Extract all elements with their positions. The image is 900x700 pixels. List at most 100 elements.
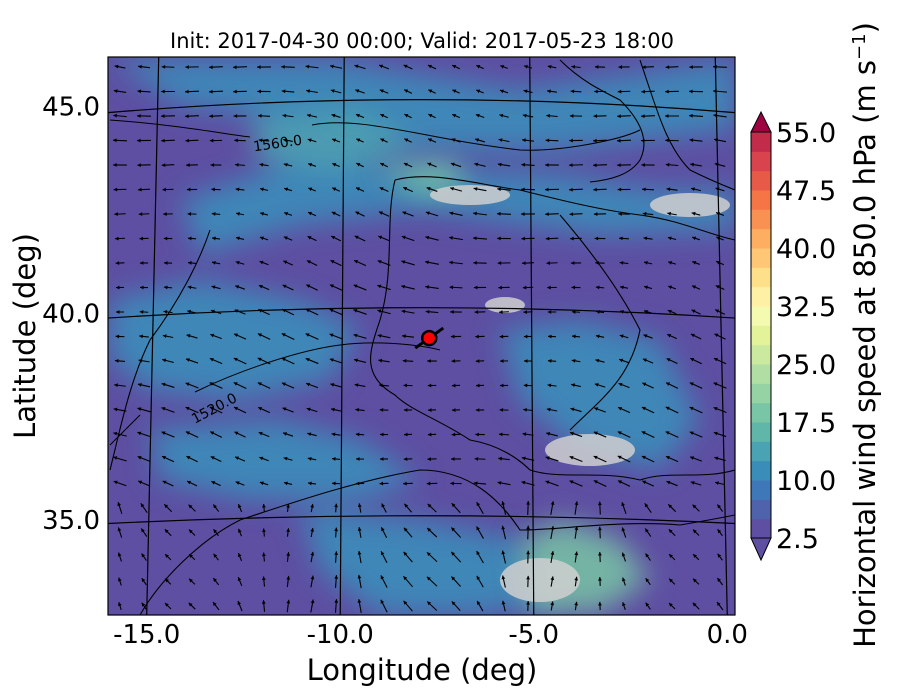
wind-arrow [428, 89, 436, 94]
wind-arrow [334, 599, 339, 613]
wind-arrow [426, 186, 438, 192]
wind-arrow [330, 89, 342, 94]
wind-arrow [379, 162, 389, 168]
wind-arrow [425, 309, 439, 314]
wind-arrow [261, 576, 266, 587]
wind-arrow [259, 456, 269, 462]
wind-arrow [523, 64, 533, 69]
wind-arrow [186, 480, 198, 487]
wind-arrow [475, 383, 485, 388]
wind-arrow [161, 138, 175, 143]
wind-arrow [329, 284, 343, 291]
wind-arrow [257, 406, 271, 414]
wind-arrow [522, 432, 534, 437]
x-axis-label: Longitude (deg) [307, 653, 538, 687]
wind-arrow [691, 236, 701, 241]
wind-arrow [404, 138, 412, 143]
wind-arrow [161, 64, 175, 69]
wind-arrow [691, 211, 701, 216]
field-patch [300, 510, 560, 615]
wind-arrow [332, 162, 340, 168]
wind-arrow [258, 308, 270, 316]
wind-arrow [377, 284, 391, 291]
wind-arrow [666, 187, 678, 192]
wind-arrow [569, 456, 583, 462]
location-marker [414, 326, 445, 350]
wind-arrow [283, 162, 293, 167]
wind-arrow [715, 187, 725, 192]
colorbar-bin [751, 499, 771, 520]
wind-arrow [139, 285, 149, 290]
wind-arrow [403, 481, 413, 486]
wind-arrow [357, 574, 362, 589]
wind-arrow [475, 334, 485, 339]
field-patch [500, 320, 700, 470]
wind-arrow [428, 113, 436, 119]
wind-arrow [427, 359, 437, 363]
wind-arrow [233, 333, 247, 340]
wind-arrow [550, 525, 555, 540]
wind-arrow [689, 456, 703, 462]
wind-arrow [451, 138, 461, 143]
wind-arrow [258, 138, 270, 143]
wind-arrow [330, 383, 342, 388]
wind-arrow [644, 503, 652, 513]
wind-arrow [137, 431, 151, 438]
wind-arrow [713, 64, 727, 69]
wind-arrow [594, 89, 606, 94]
colorbar-bin [751, 518, 771, 539]
wind-arrow [550, 601, 555, 611]
wind-arrow [210, 455, 222, 463]
wind-arrow [305, 308, 319, 316]
wind-arrow [645, 602, 651, 610]
wind-arrow [452, 89, 460, 94]
wind-arrow [114, 383, 126, 388]
wind-arrow [668, 528, 676, 537]
wind-arrow [475, 113, 485, 118]
wind-arrow [667, 236, 677, 241]
wind-arrow [113, 89, 127, 94]
wind-arrow [113, 113, 127, 118]
wind-arrow [689, 65, 703, 69]
wind-arrow [234, 431, 246, 438]
wind-arrow [378, 64, 390, 70]
wind-arrow [619, 334, 629, 339]
contour-line [109, 119, 641, 151]
wind-arrow [717, 553, 723, 561]
wind-arrow [137, 89, 151, 94]
wind-arrow [281, 382, 295, 389]
colorbar-max-extend [750, 110, 772, 133]
wind-arrow [209, 114, 223, 119]
wind-arrow [235, 212, 245, 216]
wind-arrow [523, 334, 533, 339]
wind-arrow [690, 187, 702, 192]
wind-arrow [547, 89, 557, 94]
wind-arrow [715, 284, 725, 291]
wind-arrow [237, 552, 243, 562]
wind-arrow [357, 550, 362, 564]
wind-arrow [689, 431, 703, 438]
wind-arrow [574, 576, 579, 587]
wind-arrow [186, 455, 198, 463]
wind-arrow [427, 383, 437, 388]
colorbar-min-extend [750, 537, 772, 562]
wind-arrow [281, 64, 295, 69]
wind-arrow [665, 162, 679, 167]
wind-arrow [262, 552, 266, 562]
colorbar-bin [751, 286, 771, 307]
wind-arrow [450, 481, 462, 486]
wind-arrow [501, 501, 507, 515]
wind-arrow [164, 578, 172, 585]
wind-arrow [545, 138, 559, 143]
wind-arrow [712, 89, 728, 94]
wind-arrow [186, 163, 198, 167]
wind-arrow [571, 334, 581, 339]
colorbar-tick-label: 10.0 [776, 466, 836, 497]
wind-arrow [666, 333, 678, 340]
wind-arrow [307, 211, 317, 217]
wind-arrow [232, 65, 248, 70]
wind-arrow [141, 553, 147, 561]
wind-arrow [451, 502, 461, 514]
wind-arrow [689, 138, 703, 143]
wind-arrow [187, 285, 197, 290]
